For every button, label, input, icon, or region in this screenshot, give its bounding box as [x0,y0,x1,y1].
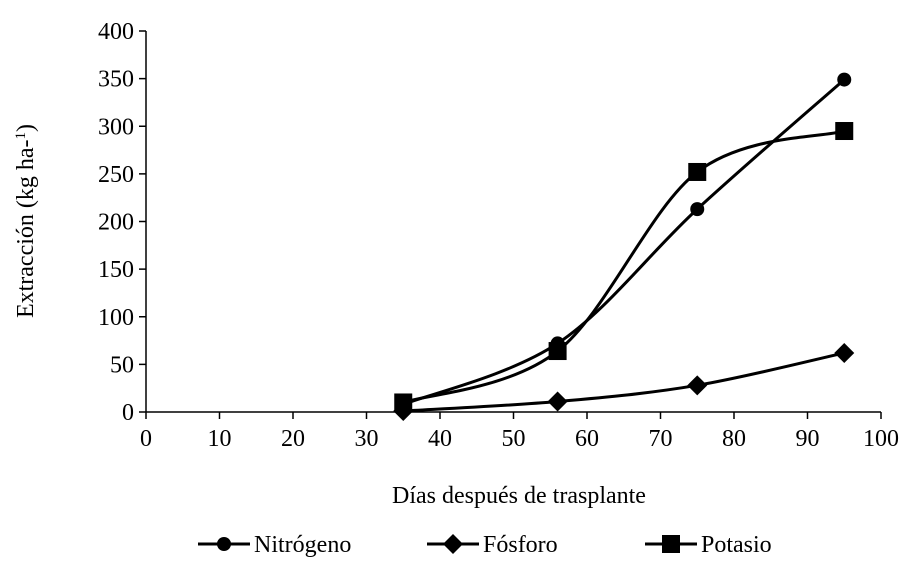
series-line-potasio [402,129,845,404]
y-axis-title-main: Extracción (kg ha- [13,139,39,318]
legend-marker-nitrogeno [217,537,231,551]
y-axis-title: Extracción (kg ha-1) [13,124,39,318]
data-point-nitrogeno [690,202,705,217]
y-tick-label: 100 [98,305,134,331]
legend-label-nitrogeno: Nitrógeno [254,532,351,558]
y-axis-title-superscript: 1 [13,132,29,140]
x-tick-label: 0 [140,426,152,452]
y-tick-label: 350 [98,67,134,93]
series-layer [393,72,855,422]
data-point-potasio [688,162,707,181]
x-tick-label: 40 [428,426,452,452]
data-point-fosforo [547,391,568,412]
y-tick-label: 50 [110,352,134,378]
legend-item-nitrogeno: Nitrógeno [198,532,351,558]
legend-marker-potasio [662,535,680,553]
y-tick-label: 150 [98,257,134,283]
series-potasio [394,122,854,412]
y-axis-title-close: ) [13,124,39,132]
legend-label-fosforo: Fósforo [483,532,558,558]
x-tick-label: 100 [863,426,899,452]
legend: Nitrógeno Fósforo Potasio [198,532,772,558]
legend-item-potasio: Potasio [645,532,772,558]
series-nitrogeno [396,72,852,412]
data-point-potasio [835,122,854,141]
axes: 0 10 20 30 40 50 60 70 80 90 100 0 50 100 150 200 250 30… [98,19,899,452]
x-tick-label: 50 [502,426,526,452]
x-tick-label: 60 [575,426,599,452]
x-tick-label: 20 [281,426,305,452]
data-point-nitrogeno [837,72,852,87]
x-axis-title: Días después de trasplante [392,483,646,509]
x-ticks: 0 10 20 30 40 50 60 70 80 90 100 [140,412,899,452]
series-line-fosforo [403,351,845,413]
y-tick-label: 250 [98,162,134,188]
series-line-nitrogeno [402,78,846,406]
legend-label-potasio: Potasio [701,532,772,558]
legend-item-fosforo: Fósforo [427,532,558,558]
y-ticks: 0 50 100 150 200 250 300 350 400 [98,19,146,426]
x-tick-label: 70 [649,426,673,452]
y-tick-label: 0 [122,400,134,426]
y-tick-label: 400 [98,19,134,45]
legend-marker-fosforo [443,534,463,554]
y-tick-label: 200 [98,210,134,236]
series-fosforo [393,342,855,422]
x-tick-label: 10 [208,426,232,452]
x-tick-label: 30 [355,426,379,452]
data-point-potasio [394,393,413,412]
y-tick-label: 300 [98,114,134,140]
data-point-fosforo [834,342,855,363]
x-tick-label: 80 [722,426,746,452]
x-tick-label: 90 [796,426,820,452]
data-point-fosforo [687,375,708,396]
data-point-potasio [548,342,567,361]
